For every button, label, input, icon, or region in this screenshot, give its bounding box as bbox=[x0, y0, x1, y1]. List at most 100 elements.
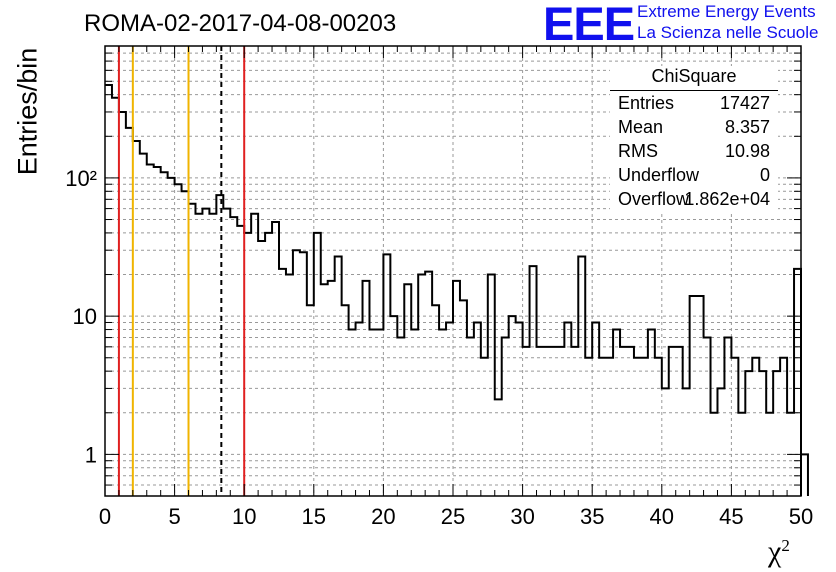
histogram-bin bbox=[223, 209, 230, 496]
x-tick-label: 30 bbox=[510, 504, 534, 529]
histogram-bin bbox=[704, 338, 711, 496]
histogram-outline bbox=[105, 84, 802, 496]
histogram-bin bbox=[773, 371, 780, 496]
histogram-bin bbox=[585, 358, 592, 496]
histogram-bin bbox=[488, 275, 495, 496]
stats-label: Overflow bbox=[618, 189, 690, 209]
x-axis-label: χ2 bbox=[768, 535, 790, 568]
histogram-bin bbox=[543, 347, 550, 496]
chart-title: ROMA-02-2017-04-08-00203 bbox=[84, 10, 397, 37]
histogram-bin bbox=[446, 322, 453, 496]
histogram-bin bbox=[620, 347, 627, 496]
histogram-bin bbox=[376, 330, 383, 496]
stats-title: ChiSquare bbox=[610, 66, 778, 91]
histogram-bin bbox=[182, 191, 189, 496]
stats-row-overflow: Overflow 1.862e+04 bbox=[610, 187, 778, 211]
histogram-bin bbox=[321, 284, 328, 496]
histogram-bin bbox=[766, 413, 773, 496]
histogram-bin bbox=[328, 281, 335, 496]
histogram-bin bbox=[439, 330, 446, 496]
histogram-bin bbox=[175, 184, 182, 496]
histogram-bin bbox=[564, 322, 571, 496]
histogram-bin bbox=[390, 316, 397, 496]
stats-box: ChiSquare Entries 17427 Mean 8.357 RMS 1… bbox=[610, 66, 778, 211]
y-tick-label: 1 bbox=[85, 442, 97, 467]
histogram-bin bbox=[516, 322, 523, 496]
histogram-bin bbox=[634, 358, 641, 496]
histogram-bin bbox=[738, 413, 745, 496]
histogram-bin bbox=[745, 371, 752, 496]
eee-logo-icon: EEE bbox=[543, 0, 635, 50]
histogram-bin bbox=[752, 358, 759, 496]
logo-line-2: La Scienza nelle Scuole bbox=[637, 23, 819, 42]
x-tick-label: 35 bbox=[580, 504, 604, 529]
histogram-bin bbox=[550, 347, 557, 496]
histogram-bin bbox=[502, 338, 509, 496]
x-tick-label: 45 bbox=[719, 504, 743, 529]
histogram-bin bbox=[592, 322, 599, 496]
stats-value: 1.862e+04 bbox=[684, 189, 770, 209]
x-tick-label: 0 bbox=[99, 504, 111, 529]
histogram-bin bbox=[641, 358, 648, 496]
histogram-bin bbox=[627, 347, 634, 496]
histogram-bin bbox=[189, 204, 196, 496]
histogram-bin bbox=[676, 347, 683, 496]
histogram-bin bbox=[481, 358, 488, 496]
histogram-bin bbox=[140, 154, 147, 496]
histogram-bin bbox=[530, 266, 537, 496]
histogram-bin bbox=[349, 330, 356, 496]
stats-label: RMS bbox=[618, 141, 658, 161]
histogram-bin bbox=[662, 388, 669, 496]
histogram-bin bbox=[606, 358, 613, 496]
histogram-bin bbox=[648, 330, 655, 496]
histogram-bin bbox=[230, 217, 237, 496]
axis-ticks: 0 5 10 15 20 25 30 35 40 45 50 1 10 10² bbox=[65, 46, 813, 529]
x-tick-label: 20 bbox=[371, 504, 395, 529]
histogram-bin bbox=[683, 388, 690, 496]
histogram-bin bbox=[425, 272, 432, 496]
histogram-bin bbox=[453, 281, 460, 496]
histogram-bin bbox=[800, 453, 809, 496]
histogram-bin bbox=[495, 399, 502, 496]
histogram-bin bbox=[300, 252, 307, 496]
histogram-bin bbox=[509, 316, 516, 496]
stats-value: 10.98 bbox=[724, 141, 770, 161]
histogram-bin bbox=[780, 358, 787, 496]
stats-value: 8.357 bbox=[724, 117, 770, 137]
stats-value: 0 bbox=[759, 165, 770, 185]
stats-row-rms: RMS 10.98 bbox=[610, 139, 778, 163]
histogram-bin bbox=[202, 209, 209, 496]
histogram-bin bbox=[258, 241, 265, 496]
histogram-bin bbox=[126, 128, 133, 496]
histogram-bin bbox=[168, 178, 175, 496]
x-tick-label: 10 bbox=[232, 504, 256, 529]
stats-row-entries: Entries 17427 bbox=[610, 91, 778, 115]
histogram-bin bbox=[147, 165, 154, 496]
histogram-bin bbox=[112, 98, 119, 496]
histogram-bin bbox=[265, 233, 272, 496]
histogram-bin bbox=[363, 281, 370, 496]
histogram-bin bbox=[369, 330, 376, 496]
histogram-bin bbox=[307, 305, 314, 496]
histogram-bin bbox=[717, 388, 724, 496]
histogram-bin bbox=[557, 347, 564, 496]
histogram-bin bbox=[237, 226, 244, 496]
histogram-bin bbox=[697, 296, 704, 496]
histogram-bin bbox=[474, 322, 481, 496]
y-tick-label: 10 bbox=[73, 304, 97, 329]
histogram-bin bbox=[161, 172, 168, 496]
histogram-bin bbox=[613, 330, 620, 496]
histogram-bin bbox=[724, 338, 731, 496]
histogram-bin bbox=[467, 338, 474, 496]
histogram-bin bbox=[342, 305, 349, 496]
histogram-bin bbox=[537, 347, 544, 496]
stats-value: 17427 bbox=[719, 93, 770, 113]
histogram-bin bbox=[690, 296, 697, 496]
histogram-bin bbox=[655, 358, 662, 496]
stats-row-mean: Mean 8.357 bbox=[610, 115, 778, 139]
histogram-bin bbox=[195, 214, 202, 496]
histogram-bin bbox=[404, 284, 411, 496]
stats-row-underflow: Underflow 0 bbox=[610, 163, 778, 187]
y-tick-label: 10² bbox=[65, 166, 97, 191]
histogram-bin bbox=[571, 347, 578, 496]
